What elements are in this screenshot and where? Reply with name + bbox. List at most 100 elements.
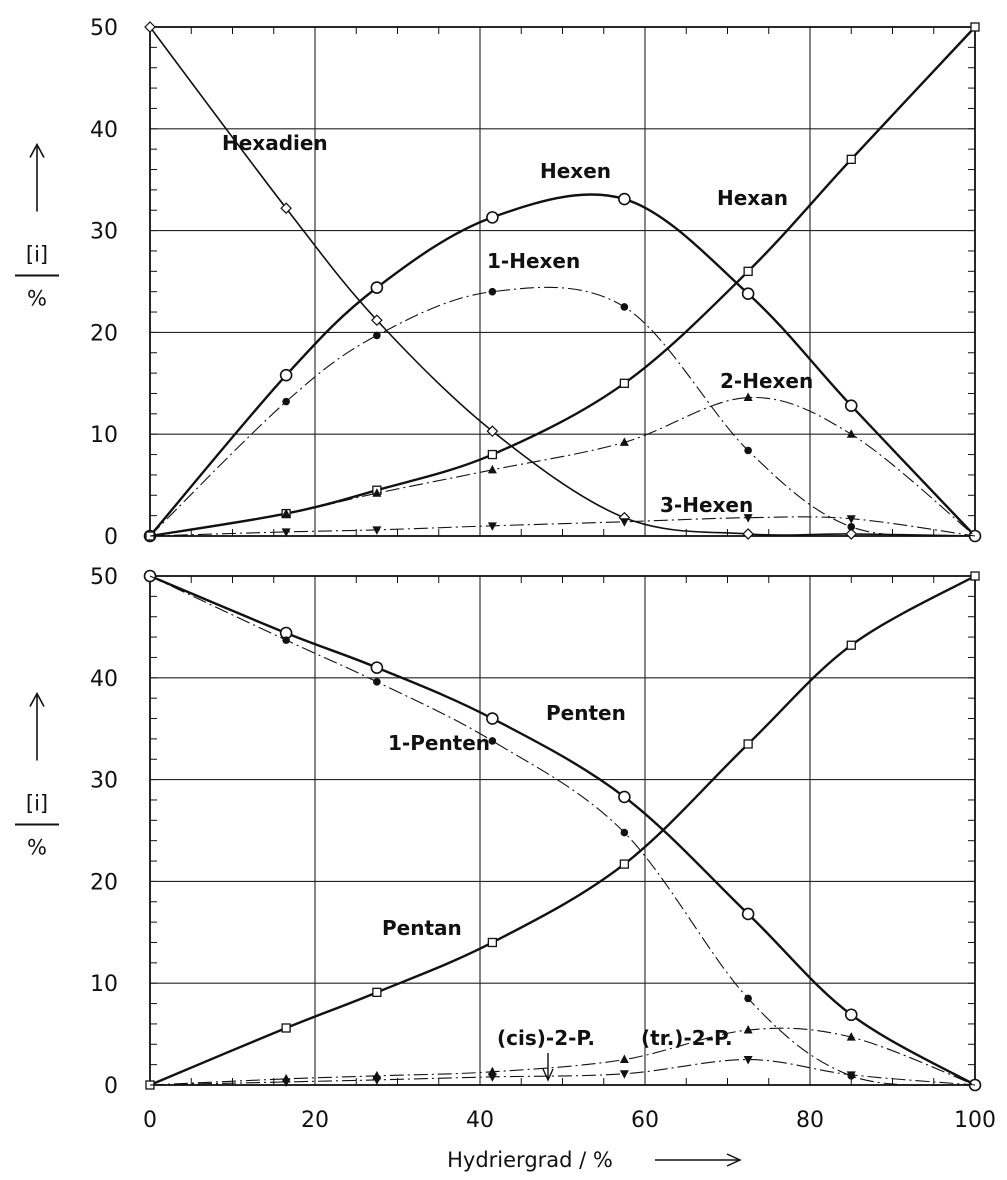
data-point-triangle-down	[487, 522, 497, 531]
x-tick-label: 0	[143, 1108, 157, 1133]
y-tick-label: 30	[90, 220, 118, 245]
cis-label-pointer	[542, 1053, 554, 1082]
series-line	[149, 286, 976, 537]
data-point-dot	[620, 303, 629, 311]
data-point-triangle-up	[281, 508, 291, 518]
data-point-triangle-down	[619, 1070, 629, 1079]
y-tick-label: 50	[90, 16, 118, 41]
data-point-diamond	[144, 21, 156, 33]
y-tick-label: 40	[90, 118, 118, 143]
chart-panel-bottom: 0 10 20 30 40 50 0 20 40 60 80 100 [i]% Hydriergrad /…	[15, 565, 996, 1172]
data-point-circle	[370, 661, 384, 674]
series-cis-2-p	[149, 1056, 976, 1087]
y-tick-label: 40	[90, 667, 118, 692]
data-point-diamond	[280, 202, 292, 215]
data-point-triangle-up	[846, 1032, 856, 1041]
y-tick-label: 0	[104, 525, 118, 550]
data-point-triangle-down	[619, 518, 629, 527]
data-point-triangle-down	[372, 526, 382, 535]
series-2-hexen	[149, 392, 976, 537]
data-point-triangle-down	[743, 514, 753, 523]
data-point-circle	[486, 712, 499, 725]
x-axis-title: Hydriergrad / %	[447, 1148, 742, 1172]
y-axis-title: [i]%	[15, 142, 59, 311]
series-label: (cis)-2-P.	[497, 1026, 595, 1050]
series-labels: Hexadien Hexen Hexan 1-Hexen 2-Hexen 3-Hexen	[222, 131, 813, 517]
series-label: Penten	[546, 701, 626, 725]
plot-frame	[149, 26, 976, 537]
data-point-square	[743, 739, 753, 749]
y-tick-label: 20	[90, 321, 118, 346]
series-line	[149, 516, 976, 537]
series-label: (tr.)-2-P.	[641, 1026, 733, 1050]
x-tick-labels: 0 20 40 60 80 100	[143, 1108, 996, 1133]
data-point-circle	[618, 790, 631, 804]
data-point-triangle-up	[372, 488, 382, 497]
y-tick-label: 50	[90, 565, 118, 590]
series-hexan	[145, 22, 980, 541]
y-axis-title: [i]%	[15, 691, 59, 860]
series-line	[149, 575, 976, 1086]
data-point-triangle-up	[743, 1025, 753, 1034]
series-hexadien	[144, 21, 981, 542]
data-point-triangle-up	[619, 437, 629, 446]
grid	[150, 576, 975, 1085]
y-tick-label: 20	[90, 870, 118, 895]
data-point-square	[970, 22, 980, 32]
data-point-square	[846, 640, 856, 650]
y-axis-arrow-head	[29, 142, 45, 158]
y-tick-labels: 0 10 20 30 40 50	[90, 565, 118, 1099]
data-point-triangle-down	[281, 1078, 291, 1087]
x-tick-label: 100	[954, 1108, 996, 1133]
series-3-hexen	[149, 514, 976, 537]
data-point-dot	[620, 828, 629, 837]
data-point-square	[846, 154, 856, 164]
x-tick-label: 20	[301, 1108, 329, 1133]
data-point-diamond	[845, 528, 858, 540]
data-point-triangle-down	[743, 1056, 753, 1065]
series-line	[149, 574, 976, 1087]
x-tick-label: 60	[631, 1108, 659, 1133]
series-line	[149, 193, 976, 537]
series-line	[149, 574, 976, 1087]
minor-ticks	[149, 26, 976, 537]
series-label: Hexadien	[222, 131, 328, 155]
data-point-square	[619, 378, 630, 388]
data-point-circle	[618, 192, 631, 206]
y-tick-label: 0	[104, 1074, 118, 1099]
data-point-triangle-down	[846, 1071, 856, 1080]
grid	[150, 27, 975, 536]
x-tick-label: 80	[796, 1108, 824, 1133]
data-point-dot	[744, 446, 752, 455]
plot-frame	[149, 575, 976, 1086]
series-penten	[143, 569, 982, 1092]
x-axis-arrow-head	[726, 1153, 742, 1167]
data-point-circle	[370, 281, 384, 294]
series-line	[149, 1058, 976, 1086]
data-point-square	[743, 266, 753, 276]
data-point-diamond	[486, 425, 499, 437]
data-point-square	[372, 987, 382, 998]
data-point-triangle-up	[743, 392, 753, 402]
data-point-triangle-up	[487, 464, 497, 474]
data-point-dot	[282, 397, 290, 406]
data-point-circle	[486, 211, 499, 224]
chart-panel-top: 0 10 20 30 40 50 [i]% Hexadien Hexen Hexan 1-Hexen…	[15, 16, 982, 550]
y-tick-label: 10	[90, 972, 118, 997]
data-point-triangle-up	[619, 1054, 629, 1064]
data-point-dot	[373, 678, 381, 686]
data-point-triangle-down	[372, 1076, 382, 1085]
series-label: Hexan	[717, 186, 788, 210]
series-label: 1-Penten	[388, 731, 490, 755]
data-point-diamond	[742, 528, 754, 540]
y-axis-label-top: [i]	[26, 792, 48, 816]
series-label: Pentan	[382, 916, 462, 940]
series-label: 3-Hexen	[660, 493, 753, 517]
series-line	[149, 26, 976, 537]
series-line	[149, 26, 976, 538]
data-point-square	[619, 859, 630, 869]
pointer-head	[542, 1068, 554, 1082]
series-label: 2-Hexen	[720, 369, 813, 393]
data-point-dot	[744, 994, 752, 1003]
